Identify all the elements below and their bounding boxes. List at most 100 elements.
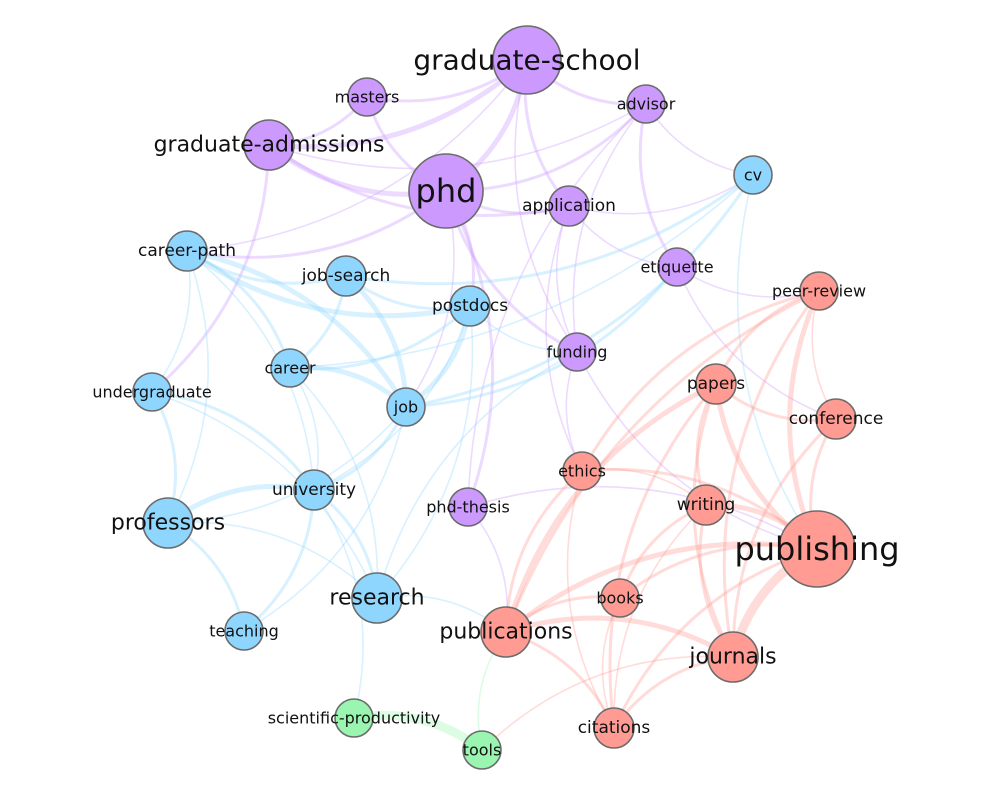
node-phd[interactable]: phd	[408, 153, 484, 229]
edge-undergraduate--university	[150, 390, 316, 492]
node-funding[interactable]: funding	[547, 332, 608, 372]
node-publications[interactable]: publications	[439, 606, 573, 658]
node-label: advisor	[617, 95, 676, 114]
node-circle[interactable]	[480, 606, 532, 658]
node-circle[interactable]	[562, 451, 602, 491]
node-label: conference	[789, 409, 884, 429]
node-advisor[interactable]: advisor	[617, 84, 676, 124]
edge-cv--career	[289, 174, 754, 369]
edge-journals--tools	[481, 655, 734, 751]
edge-career--research	[289, 367, 379, 599]
node-label: publishing	[734, 530, 899, 568]
node-circle[interactable]	[815, 398, 857, 440]
node-phd-thesis[interactable]: phd-thesis	[426, 487, 510, 527]
edge-phd--phd-thesis	[444, 189, 495, 509]
node-circle[interactable]	[325, 255, 367, 297]
node-circle[interactable]	[778, 510, 856, 588]
node-circle[interactable]	[799, 271, 839, 311]
node-conference[interactable]: conference	[789, 398, 884, 440]
node-circle[interactable]	[707, 631, 759, 683]
node-label: peer-review	[772, 282, 866, 301]
node-label: journals	[688, 645, 776, 670]
edge-advisor--phd-thesis	[467, 103, 647, 508]
node-label: citations	[578, 718, 651, 738]
node-circle[interactable]	[657, 247, 697, 287]
node-graduate-school[interactable]: graduate-school	[413, 25, 641, 95]
node-circle[interactable]	[685, 484, 727, 526]
node-label: career	[264, 359, 316, 378]
node-research[interactable]: research	[329, 572, 425, 624]
node-label: etiquette	[640, 258, 713, 277]
node-ethics[interactable]: ethics	[558, 451, 606, 491]
node-career[interactable]: career	[264, 348, 316, 388]
node-label: graduate-admissions	[154, 133, 385, 158]
node-circle[interactable]	[600, 578, 640, 618]
node-tools[interactable]: tools	[462, 730, 502, 770]
node-circle[interactable]	[557, 332, 597, 372]
node-label: university	[272, 480, 356, 500]
node-peer-review[interactable]: peer-review	[772, 271, 866, 311]
node-circle[interactable]	[626, 84, 666, 124]
edge-phd-thesis--publishing	[467, 485, 818, 550]
edge-conference--journals	[731, 417, 838, 659]
node-circle[interactable]	[386, 387, 426, 427]
edge-application--cv	[568, 174, 754, 215]
node-label: scientific-productivity	[268, 709, 441, 728]
edge-graduate-admissions--application	[267, 143, 571, 218]
node-circle[interactable]	[270, 348, 310, 388]
node-label: masters	[335, 88, 400, 107]
edge-job--etiquette	[404, 265, 679, 409]
node-teaching[interactable]: teaching	[209, 611, 279, 651]
node-university[interactable]: university	[272, 469, 356, 511]
node-label: undergraduate	[92, 383, 211, 402]
node-cv[interactable]: cv	[733, 155, 773, 195]
node-circle[interactable]	[142, 497, 194, 549]
node-circle[interactable]	[132, 372, 172, 412]
node-circle[interactable]	[593, 707, 635, 749]
node-books[interactable]: books	[596, 578, 644, 618]
node-undergraduate[interactable]: undergraduate	[92, 372, 212, 412]
node-label: career-path	[138, 241, 236, 261]
node-circle[interactable]	[548, 185, 590, 227]
node-graduate-admissions[interactable]: graduate-admissions	[154, 119, 385, 171]
node-job[interactable]: job	[386, 387, 426, 427]
node-circle[interactable]	[166, 230, 208, 272]
node-circle[interactable]	[448, 487, 488, 527]
node-journals[interactable]: journals	[688, 631, 777, 683]
node-circle[interactable]	[449, 285, 491, 327]
node-circle[interactable]	[293, 469, 335, 511]
node-scientific-productivity[interactable]: scientific-productivity	[268, 698, 441, 738]
node-circle[interactable]	[243, 119, 295, 171]
node-circle[interactable]	[224, 611, 264, 651]
node-professors[interactable]: professors	[111, 497, 225, 549]
node-postdocs[interactable]: postdocs	[432, 285, 508, 327]
node-citations[interactable]: citations	[578, 707, 651, 749]
node-career-path[interactable]: career-path	[138, 230, 236, 272]
node-writing[interactable]: writing	[677, 484, 736, 526]
edge-career-path--job	[184, 248, 409, 410]
node-circle[interactable]	[492, 25, 562, 95]
edge-papers--journals	[692, 382, 735, 659]
node-label: funding	[547, 343, 608, 362]
node-etiquette[interactable]: etiquette	[640, 247, 714, 287]
node-papers[interactable]: papers	[687, 363, 745, 405]
node-circle[interactable]	[347, 77, 387, 117]
node-label: books	[596, 589, 643, 608]
edge-cv--publishing	[736, 174, 818, 550]
node-label: job-search	[301, 266, 391, 286]
edge-graduate-school--graduate-admissions	[266, 57, 530, 150]
node-circle[interactable]	[462, 730, 502, 770]
node-circle[interactable]	[695, 363, 737, 405]
node-circle[interactable]	[408, 153, 484, 229]
edge-advisor--funding	[572, 103, 647, 353]
node-job-search[interactable]: job-search	[301, 255, 391, 297]
node-circle[interactable]	[334, 698, 374, 738]
node-label: papers	[687, 374, 745, 394]
edge-peer-review--journals	[722, 289, 821, 659]
node-circle[interactable]	[351, 572, 403, 624]
edge-professors--research	[167, 521, 378, 599]
node-application[interactable]: application	[522, 185, 616, 227]
node-publishing[interactable]: publishing	[734, 510, 900, 588]
node-masters[interactable]: masters	[335, 77, 400, 117]
node-circle[interactable]	[733, 155, 773, 195]
